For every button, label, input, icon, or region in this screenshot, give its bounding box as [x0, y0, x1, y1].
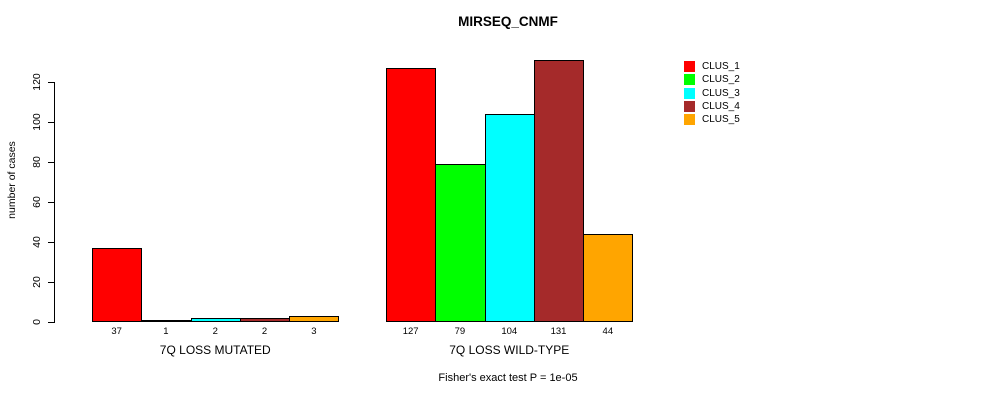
y-tick — [48, 242, 55, 243]
bar-value-label: 1 — [163, 326, 169, 337]
chart-title: MIRSEQ_CNMF — [458, 14, 558, 29]
y-tick-label: 60 — [31, 196, 43, 208]
bar-value-label: 3 — [311, 326, 317, 337]
bar-CLUS_5 — [289, 316, 340, 322]
legend-label: CLUS_1 — [702, 61, 740, 73]
bar-CLUS_1 — [386, 68, 437, 322]
legend-item-CLUS_4: CLUS_4 — [684, 100, 740, 113]
y-tick — [48, 82, 55, 83]
bar-CLUS_1 — [92, 248, 143, 322]
y-tick-label: 20 — [31, 276, 43, 288]
bar-value-label: 2 — [261, 326, 268, 337]
legend-label: CLUS_3 — [702, 87, 740, 99]
y-tick — [48, 282, 55, 283]
legend-swatch — [684, 101, 695, 113]
legend-item-CLUS_5: CLUS_5 — [684, 113, 740, 126]
bar-CLUS_4 — [239, 318, 291, 322]
bar-value-label: 127 — [402, 326, 419, 337]
y-axis-label: number of cases — [6, 141, 18, 219]
bar-value-label: 131 — [550, 326, 567, 337]
legend-item-CLUS_3: CLUS_3 — [684, 87, 740, 100]
group-label: 7Q LOSS MUTATED — [159, 343, 271, 357]
y-tick-label: 120 — [31, 73, 43, 91]
bar-CLUS_3 — [190, 318, 241, 322]
legend-label: CLUS_4 — [702, 101, 740, 113]
y-tick — [48, 322, 55, 323]
group-label: 7Q LOSS WILD-TYPE — [449, 343, 570, 357]
legend-label: CLUS_5 — [702, 114, 740, 126]
y-tick-label: 40 — [31, 236, 43, 248]
bar-value-label: 37 — [111, 326, 122, 337]
legend-swatch — [684, 87, 695, 99]
bar-CLUS_2 — [141, 320, 192, 322]
legend-label: CLUS_2 — [702, 74, 740, 86]
bar-CLUS_4 — [533, 60, 585, 322]
y-tick-label: 100 — [31, 113, 43, 131]
bar-CLUS_5 — [583, 234, 634, 322]
y-tick — [48, 162, 55, 163]
bar-value-label: 2 — [212, 326, 218, 337]
legend-swatch — [684, 114, 695, 126]
bar-value-label: 79 — [454, 326, 466, 337]
y-tick — [48, 202, 55, 203]
bar-value-label: 104 — [501, 326, 518, 337]
legend: CLUS_1 CLUS_2 CLUS_3 CLUS_4 CLUS_5 — [684, 60, 740, 126]
legend-swatch — [684, 74, 695, 86]
bar-value-label: 44 — [602, 326, 614, 337]
y-tick-label: 80 — [31, 156, 43, 168]
legend-swatch — [684, 61, 695, 73]
y-tick-label: 0 — [31, 319, 43, 325]
fisher-test-note: Fisher's exact test P = 1e-05 — [438, 372, 578, 384]
bar-CLUS_3 — [484, 114, 535, 322]
legend-item-CLUS_1: CLUS_1 — [684, 60, 740, 73]
bar-CLUS_2 — [435, 164, 486, 322]
legend-item-CLUS_2: CLUS_2 — [684, 73, 740, 86]
y-tick — [48, 122, 55, 123]
